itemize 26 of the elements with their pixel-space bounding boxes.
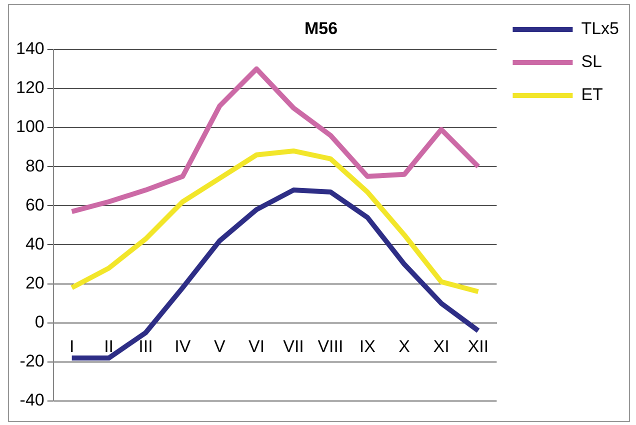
x-tick-label: XI bbox=[433, 336, 450, 356]
y-tick-label: 140 bbox=[16, 39, 44, 58]
x-tick-label: IV bbox=[174, 336, 192, 356]
y-tick-label: 80 bbox=[25, 156, 44, 176]
y-tick-label: 0 bbox=[34, 312, 44, 332]
x-tick-label: XII bbox=[468, 336, 489, 356]
legend-label: TLx5 bbox=[581, 19, 620, 38]
legend-label: ET bbox=[581, 85, 603, 104]
legend-label: SL bbox=[581, 52, 602, 72]
y-tick-label: 120 bbox=[16, 78, 44, 98]
x-tick-label: V bbox=[214, 336, 226, 356]
y-tick-label: 40 bbox=[25, 234, 44, 254]
y-tick-label: 60 bbox=[25, 195, 44, 214]
x-tick-label: I bbox=[69, 336, 74, 356]
x-tick-label: II bbox=[104, 336, 114, 356]
y-tick-label: 100 bbox=[16, 117, 44, 136]
y-tick-label: 20 bbox=[25, 273, 44, 292]
x-tick-label: VII bbox=[283, 336, 304, 356]
x-tick-label: VIII bbox=[318, 336, 344, 356]
x-tick-label: X bbox=[398, 336, 410, 356]
x-tick-label: IX bbox=[359, 336, 376, 356]
x-tick-label: VI bbox=[248, 336, 265, 356]
chart-title: M56 bbox=[304, 18, 338, 38]
y-tick-label: -40 bbox=[20, 390, 44, 410]
y-tick-label: -20 bbox=[20, 352, 44, 371]
x-tick-label: III bbox=[138, 336, 153, 356]
